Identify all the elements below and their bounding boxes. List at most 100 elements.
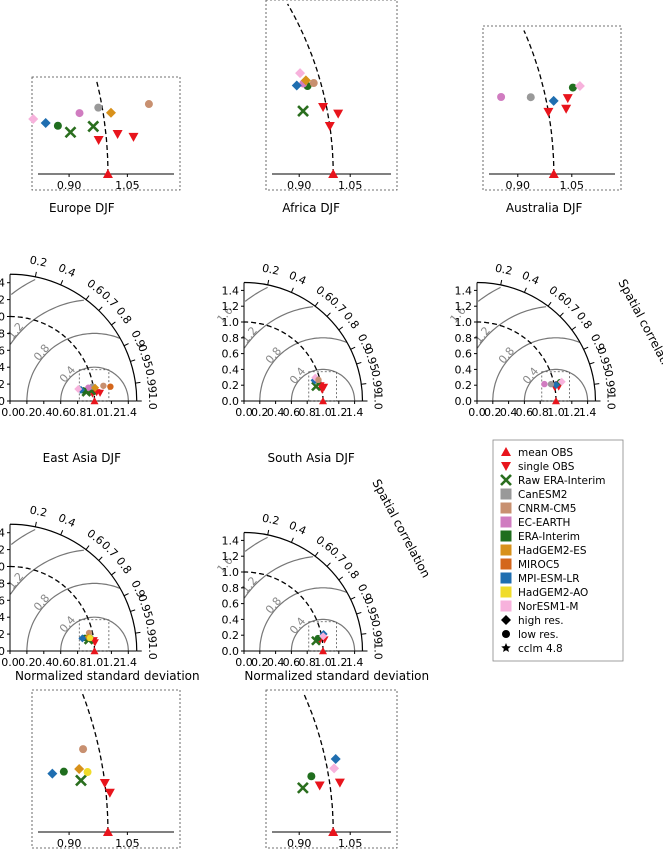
data-point [315,376,322,384]
corr-tick [589,361,595,365]
x-tick-label: 0.6 [283,406,301,419]
zoom-data-point [300,75,311,86]
legend-label: HadGEM2-ES [518,545,587,557]
x-tick-label: 1.4 [579,406,597,419]
zoom-data-point [28,114,39,125]
x-tick-label: 1.4 [120,406,138,419]
corr-tick [338,576,344,581]
y-tick-label: 0.8 [0,327,5,340]
x-tick-label: 0.2 [18,656,36,669]
corr-tick-label: 0.4 [520,269,541,288]
x-tick-label: 0.2 [251,406,269,419]
zoom-inset: 0.90 1.05 [28,76,181,192]
zoom-data-point [47,768,58,779]
data-point [90,397,99,405]
zoom-data-point [79,745,88,754]
corr-tick [356,611,362,615]
corr-tick [356,361,362,365]
legend-label: high res. [518,615,564,627]
corr-tick [135,381,141,384]
zoom-tick-label: 1.05 [115,837,140,850]
zoom-data-point [297,105,309,117]
corr-tick-label: 1.0 [146,392,159,410]
rms-arc [243,306,314,349]
zoom-tick-label: 1.05 [338,837,363,850]
x-tick-label: 0.6 [516,406,534,419]
data-point [319,647,327,655]
x-tick-label: 0.8 [531,406,549,419]
x-tick-label: 0.0 [468,406,486,419]
y-tick-label: 0.0 [222,395,240,408]
rms-label: 0.4 [520,365,541,387]
y-tick-label: 0.2 [0,628,5,641]
panel-title: Europe DJF [49,201,115,215]
y-tick-label: 1.2 [0,544,5,557]
corr-tick [34,271,37,277]
legend-label: Raw ERA-Interim [518,475,605,487]
zoom-data-point [75,774,87,787]
legend-label: MPI-ESM-LR [518,573,580,585]
x-tick-label: 1.0 [547,406,565,419]
rms-arc [10,278,36,295]
zoom-data-point [99,778,110,788]
zoom-reference-arc [303,693,334,832]
y-tick-label: 1.0 [0,561,5,574]
corr-tick-label: 0.99 [601,369,617,395]
x-tick-label: 0.0 [1,656,19,669]
zoom-data-point [318,103,329,113]
legend-marker [501,643,511,653]
corr-axis-label: Spatial correlation [615,277,663,380]
rms-arc [244,286,268,302]
legend-marker [500,558,512,570]
outer-arc [9,273,138,402]
zoom-region [541,371,570,402]
reference-std-arc [477,321,557,401]
legend-marker [500,488,512,500]
rms-arc [477,286,501,302]
rms-label: 1.2 [239,324,260,346]
rms-arc [60,616,129,651]
corr-tick [290,537,294,543]
y-tick-label: 0.4 [222,363,240,376]
zoom-box [31,76,181,191]
corr-tick [60,530,64,536]
legend-label: low res. [518,629,559,641]
rms-label: 0.8 [31,342,52,364]
y-tick-label: 1.0 [455,316,473,329]
data-point [311,381,321,392]
corr-tick [60,280,64,286]
y-tick-label: 0.4 [455,363,473,376]
taylor-panel: 0.40.81.21.60.00.20.40.60.81.01.21.40.00… [215,0,398,419]
zoom-data-point [328,169,339,178]
legend-label: cclm 4.8 [518,643,563,655]
zoom-data-point [75,109,84,118]
zoom-data-point [291,80,302,91]
x-tick-label: 0.4 [35,656,53,669]
corr-tick [500,279,503,285]
y-tick-label: 1.2 [0,294,5,307]
x-tick-label: 1.4 [346,406,364,419]
reference-std-arc [10,565,96,651]
rms-arc [244,536,268,552]
outer-arc [476,281,597,402]
corr-tick-label: 1.0 [605,392,618,410]
zoom-data-point [497,92,506,101]
rms-arc [9,299,84,345]
rms-arc [10,528,36,545]
zoom-data-point [333,109,344,119]
y-tick-label: 0.4 [222,613,240,626]
corr-tick [338,326,344,331]
y-tick-label: 0.0 [222,645,240,658]
x-tick-label: 1.0 [86,656,104,669]
zoom-data-point [329,763,340,774]
rms-label: 1.2 [239,574,260,596]
data-point [78,634,87,643]
x-tick-label: 0.2 [484,406,502,419]
zoom-data-point [548,169,559,178]
rms-label: 0.8 [263,595,284,617]
corr-tick-label: 0.4 [287,269,308,288]
zoom-region [78,619,110,652]
rms-label: 1.2 [472,324,493,346]
y-tick-label: 1.4 [0,277,5,290]
y-tick-label: 1.0 [222,566,240,579]
